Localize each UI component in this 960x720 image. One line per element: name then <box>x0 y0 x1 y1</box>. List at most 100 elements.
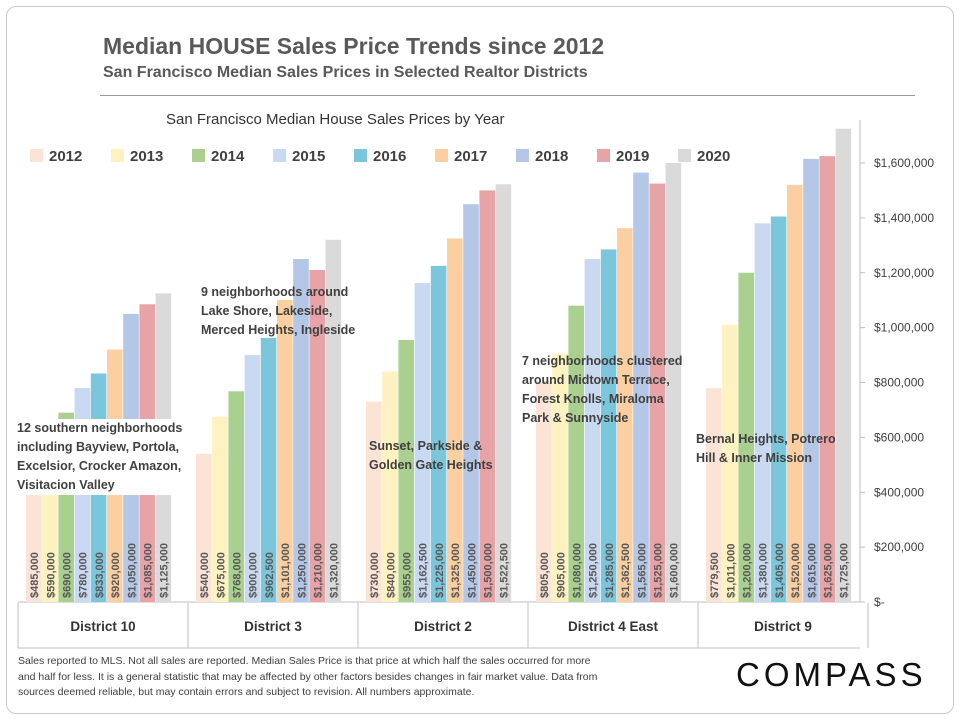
bar-value-label: $905,000 <box>555 552 567 598</box>
bar-2016 <box>770 216 787 603</box>
y-tick-label: $1,400,000 <box>874 211 934 225</box>
y-tick-label: $400,000 <box>874 485 924 499</box>
bar-value-label: $779,500 <box>709 552 721 598</box>
bar-value-label: $1,325,000 <box>450 543 462 598</box>
annotation-line: Golden Gate Heights <box>369 458 493 472</box>
bar-value-label: $1,162,500 <box>418 543 430 598</box>
y-tick-label: $200,000 <box>874 540 924 554</box>
bar-value-label: $540,000 <box>199 552 211 598</box>
bar-value-label: $1,625,000 <box>823 543 835 598</box>
annotation-line: Excelsior, Crocker Amazon, <box>17 459 182 473</box>
bar-2015 <box>584 259 601 602</box>
annotation-district-3: 9 neighborhoods around Lake Shore, Lakes… <box>201 283 355 340</box>
bar-2017 <box>787 184 803 602</box>
bar-value-label: $768,000 <box>232 552 244 598</box>
bar-2013 <box>552 353 568 602</box>
legend-swatch-2014 <box>192 149 205 162</box>
bar-value-label: $1,615,000 <box>806 543 818 598</box>
bar-2017 <box>617 228 633 602</box>
annotation-line: Park & Sunnyside <box>522 411 629 425</box>
bar-value-label: $730,000 <box>369 552 381 598</box>
bar-value-label: $1,225,000 <box>434 543 446 598</box>
bar-2020 <box>665 163 682 602</box>
bar-value-label: $1,050,000 <box>126 543 138 598</box>
bar-2013 <box>722 324 738 602</box>
page-subtitle: San Francisco Median Sales Prices in Sel… <box>103 64 588 81</box>
footnote-line: and half for less. It is a general stati… <box>18 670 598 683</box>
bar-value-label: $780,000 <box>78 552 90 598</box>
annotation-line: 12 southern neighborhoods <box>17 421 183 435</box>
bar-value-label: $1,450,000 <box>466 543 478 598</box>
bar-2020 <box>495 184 512 602</box>
legend-label-2017: 2017 <box>454 148 487 165</box>
category-label: District 10 <box>70 619 135 634</box>
bar-value-label: $675,000 <box>215 552 227 598</box>
bar-2016 <box>260 337 277 602</box>
bar-value-label: $1,250,000 <box>588 543 600 598</box>
bar-2013 <box>212 416 228 602</box>
annotation-line: including Bayview, Portola, <box>17 440 180 454</box>
chart-title: San Francisco Median House Sales Prices … <box>166 111 505 128</box>
bar-2015 <box>754 223 771 603</box>
bar-2014 <box>398 339 414 602</box>
annotation-line: Sunset, Parkside & <box>369 439 483 453</box>
footnote-line: Sales reported to MLS. Not all sales are… <box>18 655 591 667</box>
bar-value-label: $1,320,000 <box>329 543 341 598</box>
bar-2012 <box>706 388 722 602</box>
y-tick-label: $800,000 <box>874 376 924 390</box>
bar-2016 <box>430 265 447 602</box>
legend-swatch-2015 <box>273 149 286 162</box>
bar-2012 <box>26 468 42 602</box>
legend-swatch-2016 <box>354 149 367 162</box>
bar-value-label: $1,101,000 <box>280 543 292 598</box>
bar-2016 <box>600 249 617 602</box>
bar-value-label: $1,011,000 <box>725 544 737 598</box>
bar-value-label: $1,125,000 <box>159 543 171 598</box>
bar-2018 <box>293 259 309 602</box>
bar-value-label: $1,525,000 <box>653 543 665 598</box>
bar-2017 <box>447 238 463 602</box>
compass-logo: COMPASS <box>736 656 927 693</box>
bar-2015 <box>244 355 261 602</box>
bar-value-label: $1,210,000 <box>313 543 325 598</box>
y-tick-label: $1,200,000 <box>874 266 934 280</box>
footnote-line: sources deemed reliable, but may contain… <box>18 686 475 698</box>
bar-2012 <box>366 401 382 602</box>
bar-value-label: $1,362,500 <box>620 543 632 598</box>
y-tick-label: $1,600,000 <box>874 156 934 170</box>
bar-2018 <box>803 158 819 602</box>
annotation-line: Bernal Heights, Potrero <box>696 432 836 446</box>
footnote: Sales reported to MLS. Not all sales are… <box>18 654 718 701</box>
legend-swatch-2013 <box>111 149 124 162</box>
bar-value-label: $1,520,000 <box>790 543 802 598</box>
legend-swatch-2012 <box>30 149 43 162</box>
bar-value-label: $590,000 <box>45 552 57 598</box>
bar-2018 <box>633 172 649 602</box>
bar-value-label: $1,405,000 <box>774 543 786 598</box>
bar-2015 <box>414 283 431 602</box>
bar-value-label: $1,080,000 <box>572 543 584 598</box>
bar-value-label: $962,500 <box>264 552 276 598</box>
bar-2019 <box>649 183 665 602</box>
bar-2020 <box>835 128 852 602</box>
bar-2017 <box>277 299 293 602</box>
legend-label-2014: 2014 <box>211 148 245 165</box>
bar-2014 <box>228 391 244 602</box>
bar-value-label: $1,380,000 <box>758 543 770 598</box>
bar-value-label: $1,085,000 <box>143 543 155 598</box>
category-label: District 2 <box>414 619 472 634</box>
legend-label-2015: 2015 <box>292 148 325 165</box>
category-label: District 3 <box>244 619 302 634</box>
bar-2014 <box>568 305 584 602</box>
bar-value-label: $840,000 <box>385 552 397 598</box>
bar-2012 <box>536 381 552 602</box>
legend-swatch-2019 <box>597 149 610 162</box>
annotation-line: around Midtown Terrace, <box>522 373 670 387</box>
legend-swatch-2018 <box>516 149 529 162</box>
bar-value-label: $805,000 <box>539 552 551 598</box>
bar-2014 <box>738 272 754 602</box>
legend-label-2012: 2012 <box>49 148 82 165</box>
annotation-line: Lake Shore, Lakeside, <box>201 304 333 318</box>
bar-value-label: $1,565,000 <box>636 543 648 598</box>
annotation-district-4-east: 7 neighborhoods clustered around Midtown… <box>522 352 682 428</box>
